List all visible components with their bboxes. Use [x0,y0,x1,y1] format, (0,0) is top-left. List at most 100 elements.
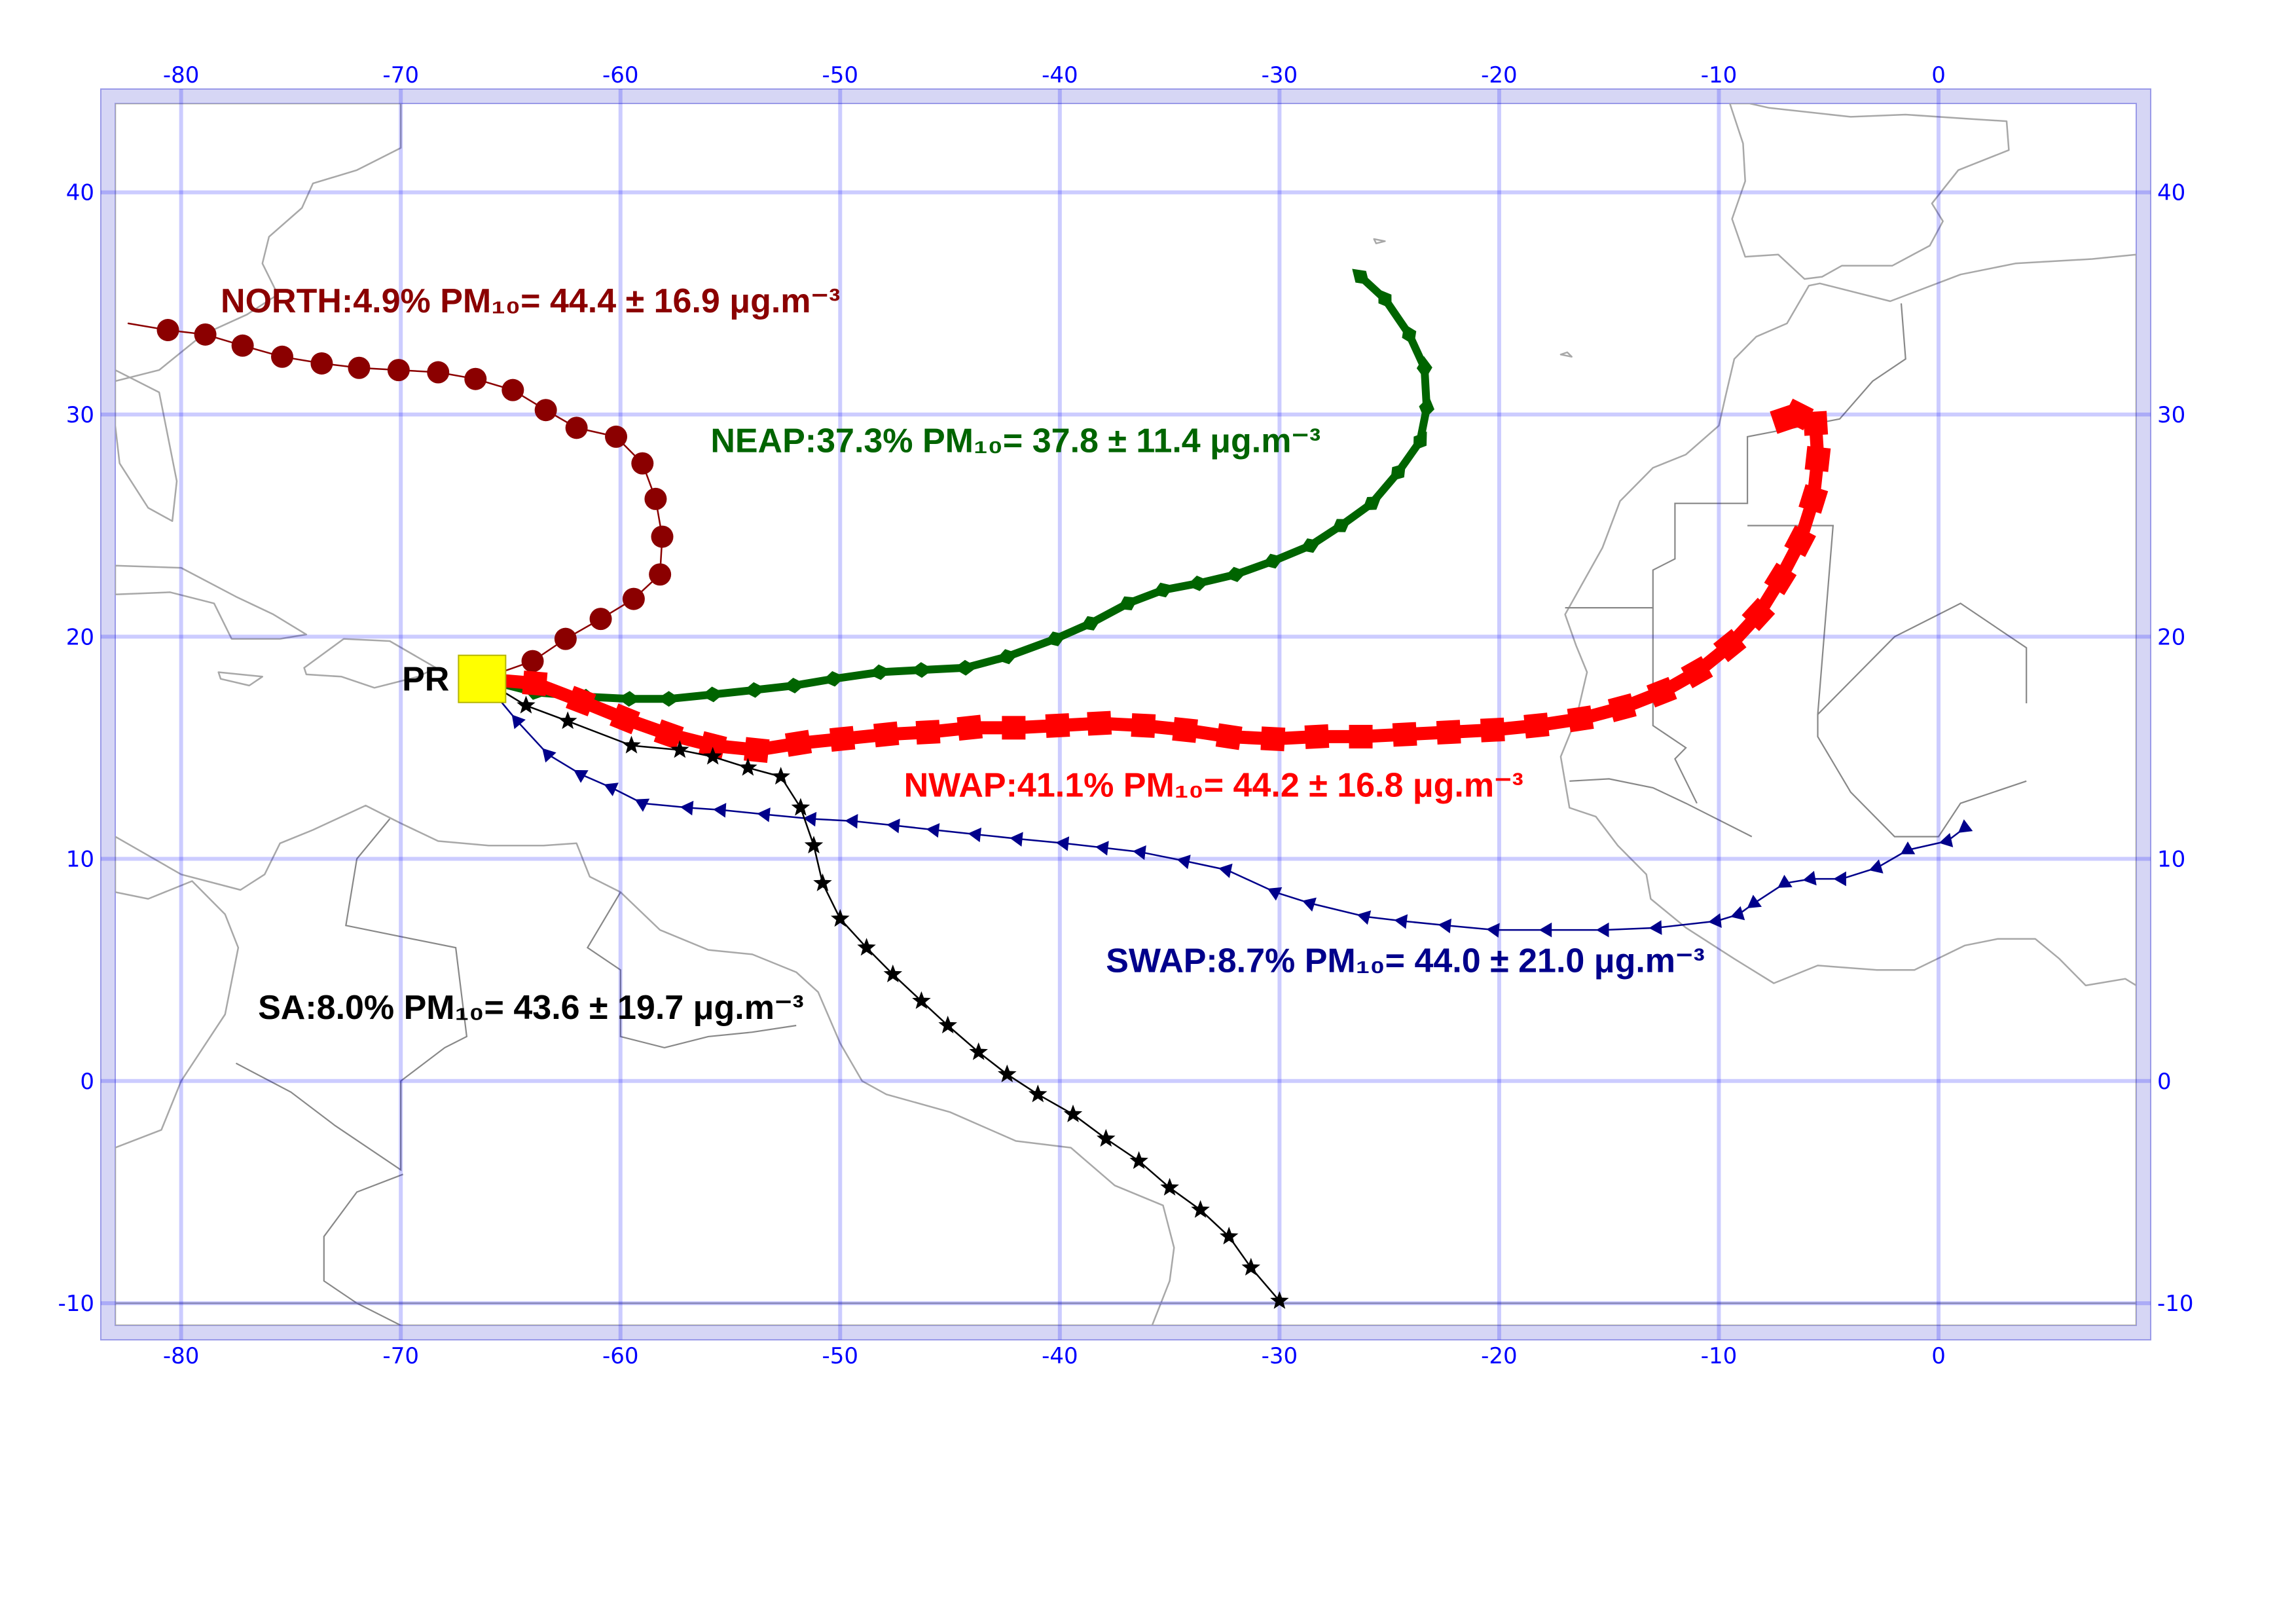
trajectory-point-nwap [698,731,727,760]
trajectory-layer [127,268,1973,1309]
trajectory-point-nwap [1567,705,1594,733]
lon-tick-label-top: -30 [1262,62,1298,88]
trajectory-point-nwap [1304,724,1330,749]
trajectory-point-sa [738,758,757,776]
lon-tick-label-top: -80 [163,62,200,88]
trajectory-point-nwap [1392,722,1417,747]
trajectory-point-nwap [1798,484,1829,514]
trajectory-point-nwap [1784,525,1816,557]
trajectory-point-nwap [1770,403,1800,434]
trajectory-point-nwap [915,720,941,745]
trajectory-point-swap [634,798,650,812]
lat-tick-label-right: 20 [2157,624,2185,650]
trajectory-point-swap [1133,845,1146,860]
lon-tick-label-bottom: -20 [1481,1343,1518,1369]
trajectory-point-neap [1362,496,1381,511]
trajectory-point-sa [998,1064,1017,1082]
trajectory-point-sa [1063,1104,1083,1122]
trajectory-point-neap [995,649,1019,665]
trajectory-point-neap [782,677,806,693]
trajectory-point-sa [1129,1151,1148,1170]
trajectory-point-swap [1486,923,1500,938]
trajectory-label-swap: SWAP:8.7% PM₁₀= 44.0 ± 21.0 μg.m⁻³ [1106,942,1705,980]
coastline-3 [303,638,437,689]
trajectory-point-swap [542,748,556,763]
trajectory-point-neap [701,686,725,703]
trajectory-point-north [156,319,179,342]
trajectory-point-north [649,563,672,586]
trajectory-point-nwap [1681,655,1713,689]
trajectory-point-swap [680,800,694,816]
site-label-pr: PR [402,661,449,699]
trajectory-point-nwap [744,737,770,764]
trajectory-point-nwap [1741,597,1776,631]
border-5 [1569,778,1753,838]
trajectory-point-north [231,334,254,357]
trajectory-point-north [348,356,371,379]
trajectory-point-nwap [1713,629,1747,663]
trajectory-label-neap: NEAP:37.3% PM₁₀= 37.8 ± 11.4 μg.m⁻³ [710,422,1321,460]
trajectory-point-nwap [1045,713,1070,738]
trajectory-point-neap [1299,538,1321,553]
lat-tick-label-right: 30 [2157,402,2185,428]
coastline-6 [115,804,1175,1325]
coastlines [115,103,2136,1325]
trajectory-point-north [565,416,588,439]
trajectory-point-swap [713,803,727,818]
trajectory-point-sa [938,1016,957,1034]
trajectory-point-nwap [1260,726,1286,752]
trajectory-point-neap [617,691,642,707]
trajectory-point-swap [1176,855,1191,870]
trajectory-point-neap [1352,268,1370,285]
trajectory-point-north [622,587,645,610]
trajectory-point-nwap [1215,723,1243,750]
trajectory-point-neap [1117,596,1139,610]
trajectory-point-neap [1402,323,1417,346]
trajectory-sa [481,678,1289,1309]
trajectory-point-neap [1390,463,1406,481]
trajectory-point-north [310,352,333,375]
trajectory-point-nwap [829,726,856,752]
trajectory-point-swap [511,714,526,729]
trajectory-point-neap [1152,582,1175,598]
coastline-4 [217,671,264,687]
trajectory-north [127,319,674,690]
site-marker-pr [458,654,507,703]
trajectory-point-nwap [1172,716,1198,743]
trajectory-point-sa [703,747,722,765]
coastline-8 [1559,351,1573,358]
trajectory-point-nwap [610,703,640,735]
coastline-1 [115,103,402,382]
trajectory-point-swap [1596,922,1609,938]
lon-tick-label-bottom: -70 [382,1343,419,1369]
trajectory-point-north [589,608,612,631]
lon-tick-label-bottom: -10 [1701,1343,1738,1369]
trajectory-point-swap [886,819,900,834]
trajectory-point-north [387,359,410,382]
trajectory-point-sa [771,767,790,785]
lat-tick-label-right: 0 [2157,1069,2172,1095]
trajectory-point-swap [1267,887,1283,901]
lon-tick-label-top: -20 [1481,62,1518,88]
lat-tick-label-left: 20 [66,624,94,650]
trajectory-point-neap [909,662,934,678]
lat-tick-label-right: -10 [2157,1291,2194,1317]
trajectory-point-nwap [957,714,983,741]
trajectory-label-north: NORTH:4.9% PM₁₀= 44.4 ± 16.9 μg.m⁻³ [221,282,840,320]
trajectory-point-nwap [1436,720,1461,745]
trajectory-point-nwap [1607,693,1637,722]
trajectory-point-sa [912,991,931,1009]
lat-tick-label-left: -10 [58,1291,94,1317]
trajectory-point-nwap [1764,563,1797,595]
trajectory-point-sa [969,1042,988,1060]
trajectory-point-sa [857,938,876,956]
trajectory-point-swap [1958,819,1973,833]
trajectory-point-swap [803,811,817,827]
trajectory-point-sa [1241,1257,1260,1276]
border-6 [586,891,797,1049]
trajectory-point-swap [757,807,771,822]
trajectory-point-swap [1649,920,1662,935]
trajectory-point-neap [1262,553,1285,569]
lon-tick-label-top: -40 [1042,62,1078,88]
